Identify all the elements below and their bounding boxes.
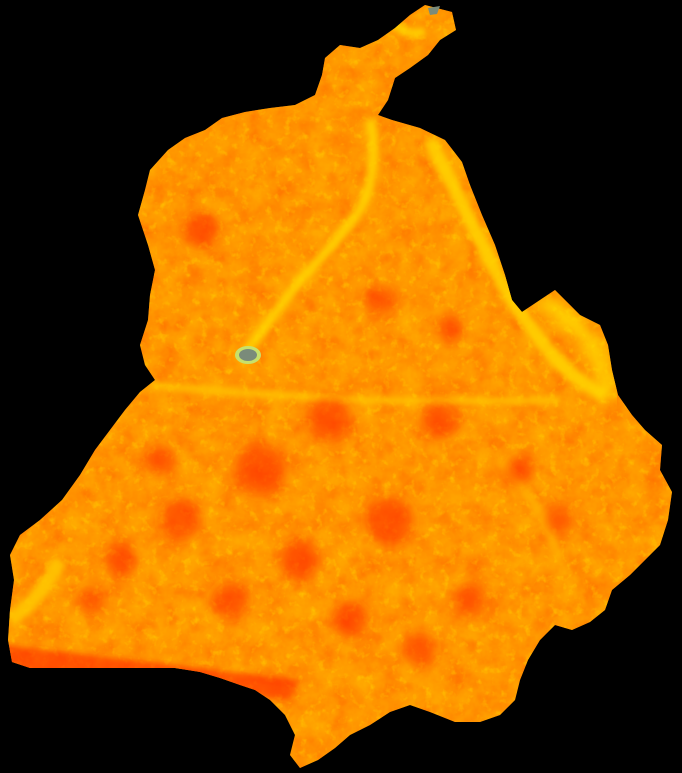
red-patch-icon — [366, 286, 394, 314]
red-patch-icon — [212, 582, 248, 618]
red-patch-icon — [422, 402, 458, 438]
red-patch-icon — [234, 444, 286, 496]
red-patch-icon — [78, 588, 102, 612]
red-patch-icon — [404, 634, 436, 666]
red-patch-icon — [332, 602, 368, 638]
red-patch-icon — [506, 456, 534, 484]
red-patch-icon — [454, 584, 486, 616]
red-patch-icon — [104, 544, 136, 576]
red-patch-icon — [280, 540, 320, 580]
lake-icon — [428, 6, 440, 15]
red-patch-icon — [160, 500, 200, 540]
red-patch-icon — [182, 212, 218, 248]
red-patch-icon — [308, 398, 352, 442]
red-patch-icon — [546, 506, 574, 534]
lake-icon — [235, 346, 261, 364]
red-patch-icon — [146, 446, 174, 474]
red-patch-icon — [366, 496, 414, 544]
red-patch-icon — [438, 318, 462, 342]
